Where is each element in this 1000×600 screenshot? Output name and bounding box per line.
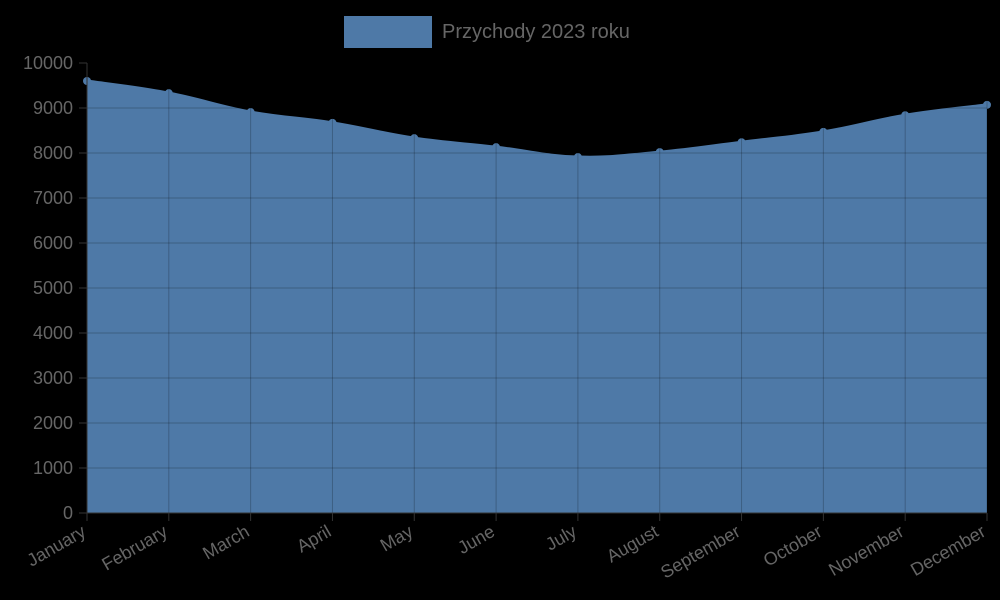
x-tick-label: October xyxy=(760,521,825,570)
y-tick-label: 2000 xyxy=(33,413,73,433)
legend[interactable]: Przychody 2023 roku xyxy=(344,16,630,48)
x-tick-label: July xyxy=(542,521,580,554)
y-tick-label: 0 xyxy=(63,503,73,523)
y-tick-label: 5000 xyxy=(33,278,73,298)
data-point[interactable] xyxy=(246,108,255,117)
data-point[interactable] xyxy=(737,138,746,147)
data-point[interactable] xyxy=(328,118,337,127)
data-point[interactable] xyxy=(655,148,664,157)
x-tick-label: May xyxy=(377,521,416,555)
x-axis: January February March April May June July Augu… xyxy=(24,512,989,582)
x-tick-label: August xyxy=(603,521,662,566)
x-tick-label: June xyxy=(454,521,498,558)
data-point[interactable] xyxy=(819,127,828,136)
data-point[interactable] xyxy=(492,143,501,152)
y-tick-label: 6000 xyxy=(33,233,73,253)
y-tick-label: 7000 xyxy=(33,188,73,208)
y-tick-label: 9000 xyxy=(33,98,73,118)
x-tick-label: April xyxy=(293,521,334,556)
y-tick-label: 3000 xyxy=(33,368,73,388)
area-fill xyxy=(87,81,987,513)
x-tick-label: March xyxy=(199,521,252,563)
data-point[interactable] xyxy=(983,100,991,109)
legend-swatch[interactable] xyxy=(344,16,432,48)
x-tick-label: September xyxy=(657,521,743,582)
x-tick-label: December xyxy=(907,521,989,580)
area-line xyxy=(86,79,988,159)
x-tick-label: January xyxy=(24,521,89,570)
legend-label[interactable]: Przychody 2023 roku xyxy=(442,21,630,43)
data-point[interactable] xyxy=(901,111,910,120)
y-tick-label: 1000 xyxy=(33,458,73,478)
y-tick-label: 4000 xyxy=(33,323,73,343)
data-point[interactable] xyxy=(410,134,419,143)
y-tick-label: 8000 xyxy=(33,143,73,163)
data-point[interactable] xyxy=(573,153,582,162)
x-tick-label: November xyxy=(825,521,907,580)
data-point[interactable] xyxy=(164,89,173,98)
x-tick-label: February xyxy=(98,521,170,574)
y-axis: 0 1000 2000 3000 4000 5000 6000 7000 8000 9000 100… xyxy=(23,53,88,523)
area-series xyxy=(83,77,991,513)
y-tick-label: 10000 xyxy=(23,53,73,73)
